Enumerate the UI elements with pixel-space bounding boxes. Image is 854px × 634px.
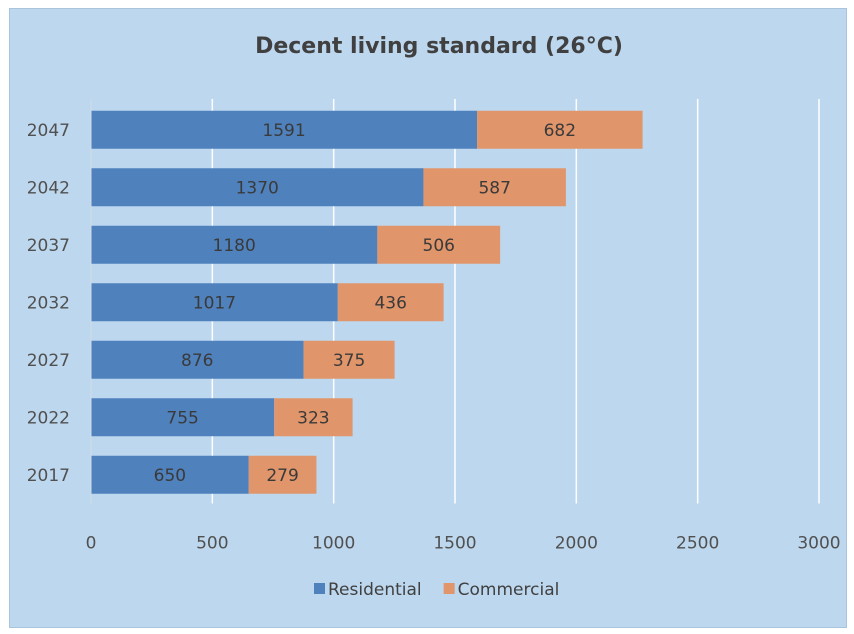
data-label-residential-2022: 755 bbox=[166, 408, 198, 428]
chart-svg: Decent living standard (26°C) 1591 682 137… bbox=[27, 34, 841, 600]
data-label-residential-2042: 1370 bbox=[236, 178, 279, 198]
data-label-commercial-2047: 682 bbox=[544, 121, 576, 141]
bar-residential-2032 bbox=[91, 283, 338, 322]
chart-area: Decent living standard (26°C) 1591 682 137… bbox=[9, 8, 847, 628]
data-label-residential-2037: 1180 bbox=[213, 236, 256, 256]
legend-label-residential: Residential bbox=[328, 580, 422, 600]
legend-swatch-residential bbox=[314, 583, 325, 594]
bar-commercial-2042 bbox=[423, 168, 566, 207]
data-label-residential-2027: 876 bbox=[181, 351, 213, 371]
bar-commercial-2022 bbox=[274, 398, 353, 437]
legend-label-commercial: Commercial bbox=[458, 580, 560, 600]
bar-commercial-2037 bbox=[377, 225, 501, 264]
bar-commercial-2047 bbox=[477, 110, 643, 149]
data-label-commercial-2027: 375 bbox=[333, 351, 365, 371]
data-label-commercial-2037: 506 bbox=[423, 236, 455, 256]
y-category-label-2022: 2022 bbox=[27, 408, 70, 428]
bar-commercial-2032 bbox=[337, 283, 444, 322]
x-tick-label-2000: 2000 bbox=[555, 534, 598, 554]
x-tick-label-1000: 1000 bbox=[312, 534, 355, 554]
legend-swatch-commercial bbox=[443, 583, 455, 594]
bar-residential-2047 bbox=[91, 110, 478, 149]
x-tick-label-3000: 3000 bbox=[797, 534, 840, 554]
labels-layer: 1591 682 1370 587 1180 506 1017 436 876 375 755 323… bbox=[154, 121, 576, 486]
y-category-label-2047: 2047 bbox=[27, 121, 70, 141]
x-tick-label-0: 0 bbox=[86, 534, 97, 554]
data-label-residential-2047: 1591 bbox=[262, 121, 305, 141]
x-tick-label-1500: 1500 bbox=[433, 534, 476, 554]
data-label-commercial-2042: 587 bbox=[478, 178, 510, 198]
x-tick-label-500: 500 bbox=[196, 534, 228, 554]
y-category-label-2027: 2027 bbox=[27, 351, 70, 371]
data-label-commercial-2017: 279 bbox=[266, 466, 298, 486]
bar-residential-2027 bbox=[91, 340, 304, 379]
chart-title: Decent living standard (26°C) bbox=[255, 34, 623, 59]
bar-residential-2022 bbox=[91, 398, 275, 437]
x-tick-label-2500: 2500 bbox=[676, 534, 719, 554]
y-category-label-2042: 2042 bbox=[27, 178, 70, 198]
bar-residential-2042 bbox=[91, 168, 424, 207]
legend: Residential Commercial bbox=[314, 580, 559, 600]
bar-residential-2017 bbox=[91, 455, 249, 494]
bars-layer bbox=[91, 110, 643, 494]
bar-commercial-2027 bbox=[303, 340, 395, 379]
y-category-label-2032: 2032 bbox=[27, 293, 70, 313]
axis-layer: 0 500 1000 1500 2000 2500 3000 2047 2042 2037 2032… bbox=[27, 99, 841, 554]
y-category-label-2037: 2037 bbox=[27, 236, 70, 256]
y-category-label-2017: 2017 bbox=[27, 466, 70, 486]
data-label-residential-2017: 650 bbox=[154, 466, 186, 486]
data-label-commercial-2022: 323 bbox=[297, 408, 329, 428]
bar-commercial-2017 bbox=[248, 455, 317, 494]
data-label-residential-2032: 1017 bbox=[193, 293, 236, 313]
bar-residential-2037 bbox=[91, 225, 378, 264]
data-label-commercial-2032: 436 bbox=[374, 293, 406, 313]
